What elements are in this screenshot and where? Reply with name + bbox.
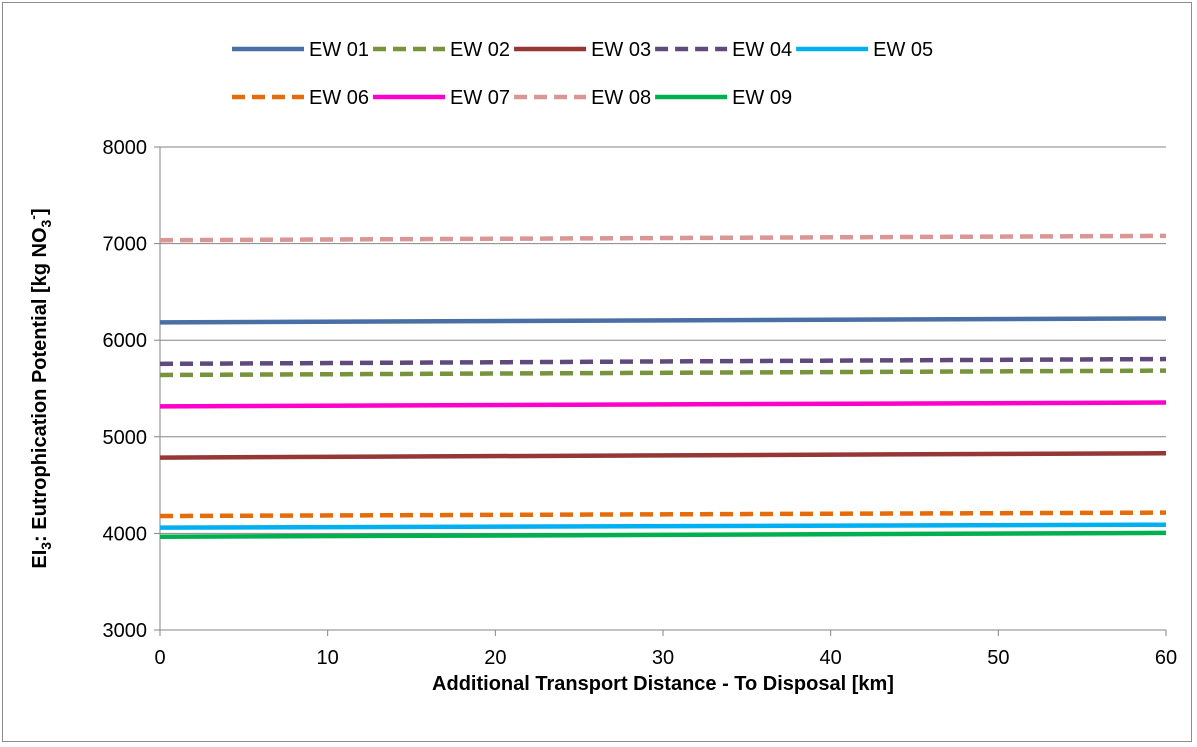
- x-tick-label: 20: [484, 647, 506, 669]
- x-axis-title: Additional Transport Distance - To Dispo…: [432, 673, 894, 695]
- y-tick-label: 6000: [103, 330, 148, 352]
- legend-label: EW 05: [873, 39, 933, 61]
- x-axis-ticks: 0 10 20 30 40 50 60: [154, 630, 1177, 669]
- y-axis-title: EI3: Eutrophication Potential [kg NO3-]: [25, 208, 54, 568]
- x-tick-label: 0: [154, 647, 165, 669]
- gridlines: [160, 146, 1166, 631]
- y-axis-title-part: 3: [38, 219, 54, 227]
- series-lines: [159, 233, 1167, 540]
- y-axis-ticks: 3000 4000 5000 6000 7000 8000: [103, 137, 160, 642]
- y-axis-title-part: 3: [38, 542, 54, 550]
- legend-label: EW 02: [450, 39, 510, 61]
- series-line-ew-02: [159, 368, 1167, 378]
- axes: [159, 147, 1166, 631]
- series-line-ew-07: [159, 400, 1167, 409]
- legend: EW 01 EW 02 EW 03 EW 04 EW 05 EW 06 EW 07 EW 08…: [232, 39, 933, 109]
- legend-label: EW 06: [309, 87, 369, 109]
- x-tick-label: 60: [1155, 647, 1177, 669]
- y-tick-label: 5000: [103, 427, 148, 449]
- series-line-ew-01: [159, 316, 1167, 325]
- series-line-ew-05: [159, 522, 1167, 530]
- legend-label: EW 09: [732, 87, 792, 109]
- y-tick-label: 4000: [103, 523, 148, 545]
- legend-label: EW 03: [591, 39, 651, 61]
- y-tick-label: 3000: [103, 620, 148, 642]
- legend-label: EW 01: [309, 39, 369, 61]
- y-tick-label: 8000: [103, 137, 148, 159]
- y-tick-label: 7000: [103, 234, 148, 256]
- series-line-ew-03: [159, 450, 1167, 460]
- x-tick-label: 10: [317, 647, 339, 669]
- legend-label: EW 07: [450, 87, 510, 109]
- y-axis-title-part: -: [25, 215, 41, 220]
- series-line-ew-09: [159, 530, 1167, 540]
- series-line-ew-06: [159, 510, 1167, 519]
- y-axis-title-part: : Eutrophication Potential [kg NO: [29, 227, 51, 541]
- y-axis-title-part: EI: [29, 550, 51, 569]
- legend-label: EW 08: [591, 87, 651, 109]
- x-tick-label: 40: [820, 647, 842, 669]
- y-axis-title-part: ]: [29, 208, 51, 215]
- series-line-ew-08: [159, 233, 1167, 243]
- x-tick-label: 50: [987, 647, 1009, 669]
- x-tick-label: 30: [652, 647, 674, 669]
- legend-label: EW 04: [732, 39, 792, 61]
- series-line-ew-04: [159, 356, 1167, 367]
